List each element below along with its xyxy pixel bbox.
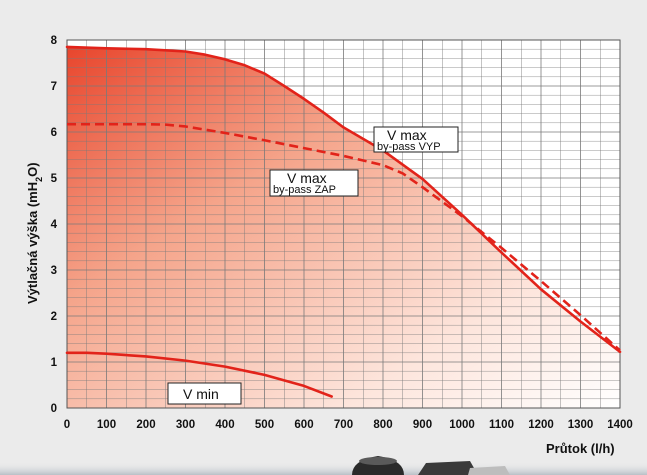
x-tick-label: 1400 bbox=[607, 419, 633, 431]
y-tick-label: 7 bbox=[51, 81, 57, 93]
annotation-vmax-vyp-sub: by-pass VYP bbox=[377, 141, 441, 153]
x-tick-label: 200 bbox=[136, 419, 155, 431]
x-tick-label: 700 bbox=[334, 419, 353, 431]
annotation-vmin: V min bbox=[167, 382, 242, 405]
annotation-vmin-main: V min bbox=[183, 386, 219, 402]
y-tick-label: 1 bbox=[51, 357, 58, 369]
y-tick-label: 0 bbox=[51, 403, 57, 415]
series-line-v-max-by-pass-zap bbox=[67, 122, 621, 352]
grid bbox=[66, 39, 621, 409]
series-line-v-max-by-pass-vyp bbox=[65, 45, 622, 354]
x-tick-label: 1100 bbox=[489, 419, 514, 431]
annotation-vmax-zap-main: V max bbox=[287, 170, 327, 186]
x-tick-label: 100 bbox=[97, 419, 116, 431]
x-axis-ticks: 0 100 200 300 400 500 600 700 800 900 1000 1100 1200… bbox=[64, 419, 633, 431]
annotation-vmax-zap-sub: by-pass ZAP bbox=[273, 184, 336, 196]
x-axis-title: Průtok (l/h) bbox=[546, 441, 615, 456]
y-tick-label: 8 bbox=[51, 35, 58, 47]
x-tick-label: 1300 bbox=[568, 419, 594, 431]
annotation-vmax-vyp: V max by-pass VYP bbox=[373, 126, 459, 153]
y-tick-label: 4 bbox=[51, 219, 58, 231]
x-tick-label: 600 bbox=[294, 419, 313, 431]
y-tick-label: 2 bbox=[51, 311, 57, 323]
x-tick-label: 0 bbox=[64, 419, 70, 431]
x-tick-label: 900 bbox=[413, 419, 432, 431]
series-layer bbox=[65, 45, 622, 398]
x-tick-label: 1000 bbox=[449, 419, 475, 431]
product-photo bbox=[0, 456, 647, 475]
y-tick-label: 3 bbox=[51, 265, 57, 277]
x-tick-label: 500 bbox=[255, 419, 274, 431]
annotation-vmax-vyp-main: V max bbox=[387, 127, 427, 143]
y-axis-ticks: 0 1 2 3 4 5 6 7 8 bbox=[51, 35, 58, 415]
y-tick-label: 5 bbox=[51, 173, 58, 185]
x-tick-label: 1200 bbox=[528, 419, 554, 431]
x-tick-label: 800 bbox=[373, 419, 392, 431]
x-tick-label: 300 bbox=[176, 419, 195, 431]
x-tick-label: 400 bbox=[215, 419, 234, 431]
y-axis-title: Výtlačná výška (mH2O) bbox=[25, 162, 44, 304]
series-line-v-min bbox=[65, 351, 333, 398]
plot-frame bbox=[66, 39, 621, 409]
y-tick-label: 6 bbox=[51, 127, 57, 139]
annotation-vmax-zap: V max by-pass ZAP bbox=[269, 169, 359, 197]
